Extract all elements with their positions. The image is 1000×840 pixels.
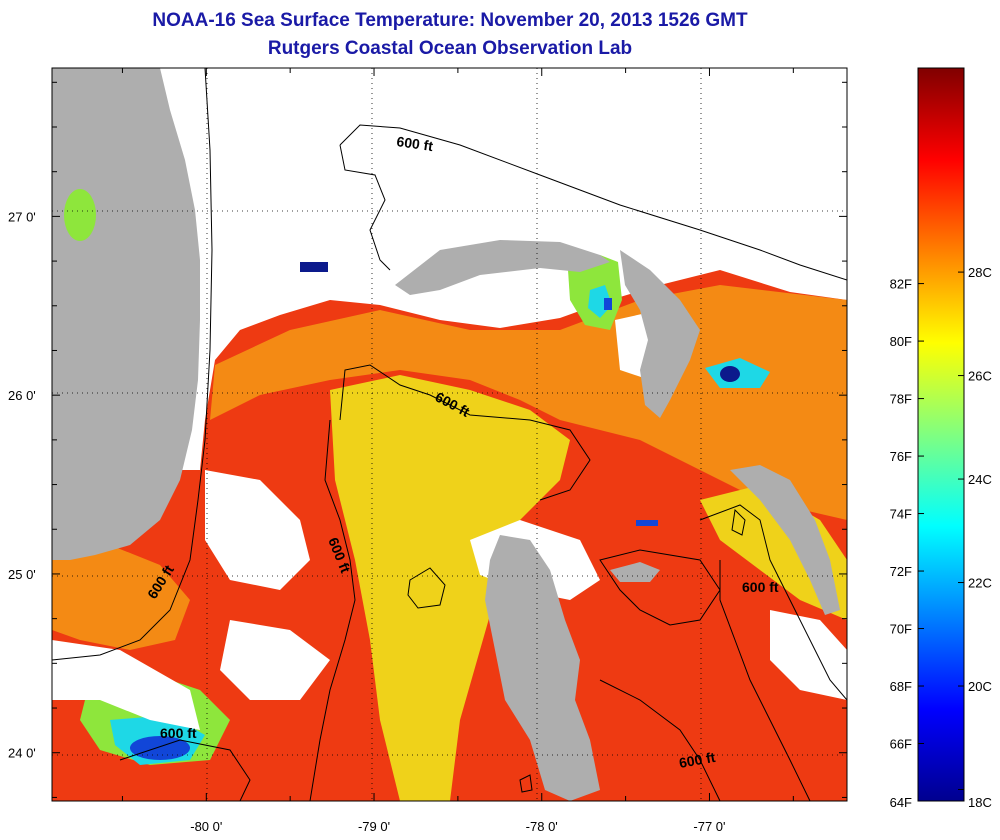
- lon-tick-label: -77 0': [693, 819, 725, 834]
- contour-label-north: 600 ft: [396, 133, 435, 154]
- colorbar-c-label: 18C: [968, 795, 992, 810]
- colorbar-f-label: 76F: [890, 449, 912, 464]
- land-grand-bahama: [395, 240, 610, 295]
- colorbar-f-label: 64F: [890, 795, 912, 810]
- land-new-providence: [610, 562, 660, 582]
- contour-label-southeast: 600 ft: [678, 749, 717, 771]
- contour-label-east: 600 ft: [742, 579, 779, 595]
- land-andros: [485, 535, 600, 801]
- map-title: NOAA-16 Sea Surface Temperature: Novembe…: [152, 10, 748, 31]
- colorbar-ticks: 64F 66F 68F 70F 72F 74F 76F 78F 80F 82F 18C 20C 22C 2…: [890, 265, 992, 810]
- axis-labels: -80 0' -79 0' -78 0' -77 0' 24 0' 25 0' 26 0' 2…: [8, 209, 726, 834]
- land-eleuthera: [730, 465, 840, 615]
- cloud-patch-east: [770, 610, 847, 700]
- colorbar-f-label: 74F: [890, 507, 912, 522]
- lat-tick-label: 25 0': [8, 567, 36, 582]
- colorbar-f-label: 72F: [890, 564, 912, 579]
- land-lake-okeechobee: [64, 189, 96, 241]
- cloud-patch-keys: [52, 640, 200, 730]
- lon-tick-label: -78 0': [526, 819, 558, 834]
- colorbar-f-label: 80F: [890, 334, 912, 349]
- colorbar: [917, 67, 965, 802]
- colorbar-f-label: 78F: [890, 392, 912, 407]
- sst-navy-spot-north: [300, 262, 328, 272]
- colorbar-f-label: 70F: [890, 622, 912, 637]
- axis-ticks: [52, 68, 847, 801]
- map-frame: [51, 67, 848, 802]
- sst-yellow-tongue: [330, 375, 570, 801]
- colorbar-c-label: 22C: [968, 576, 992, 591]
- cloud-patch-south: [220, 620, 330, 700]
- sst-yellow-florida-keys: [52, 545, 190, 650]
- lon-tick-label: -79 0': [358, 819, 390, 834]
- bathymetry-contours: [52, 68, 847, 801]
- contour-label-south: 600 ft: [160, 725, 197, 741]
- land-abaco: [620, 250, 700, 418]
- cloud-patch-west: [205, 470, 310, 590]
- colorbar-c-label: 24C: [968, 472, 992, 487]
- lat-lon-grid: [52, 68, 847, 801]
- land-florida: [52, 68, 200, 560]
- sst-navy-spot-east: [720, 366, 740, 382]
- lat-tick-label: 26 0': [8, 388, 36, 403]
- colorbar-c-label: 28C: [968, 265, 992, 280]
- sst-blue-spot-abaco: [604, 298, 612, 310]
- colorbar-f-label: 82F: [890, 277, 912, 292]
- map-subtitle: Rutgers Coastal Ocean Observation Lab: [267, 38, 633, 59]
- lat-tick-label: 27 0': [8, 209, 36, 224]
- colorbar-f-label: 68F: [890, 679, 912, 694]
- colorbar-f-label: 66F: [890, 737, 912, 752]
- lon-tick-label: -80 0': [190, 819, 222, 834]
- sst-blue-spot-mid: [636, 520, 658, 526]
- lat-tick-label: 24 0': [8, 746, 36, 761]
- colorbar-c-label: 20C: [968, 679, 992, 694]
- colorbar-c-label: 26C: [968, 369, 992, 384]
